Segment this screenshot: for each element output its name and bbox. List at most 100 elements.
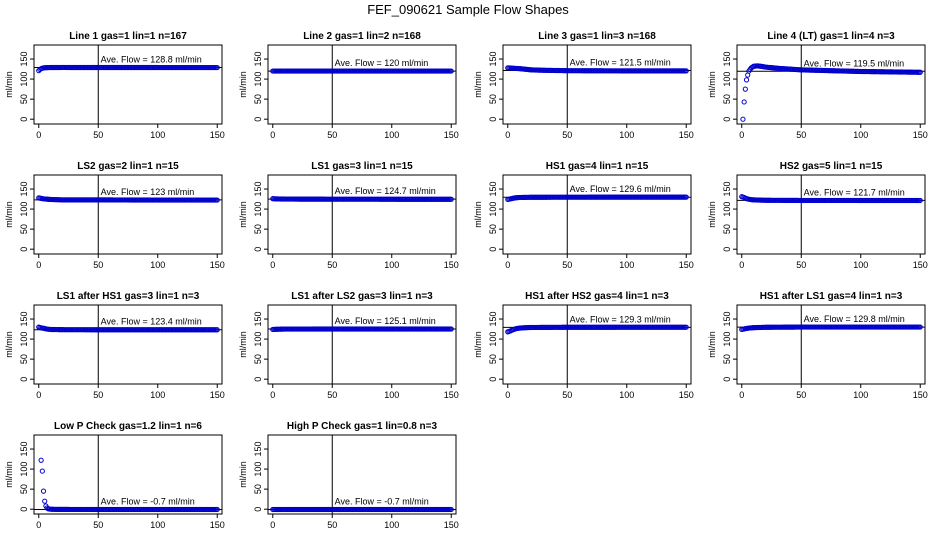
y-tick-label: 0 [488, 247, 498, 252]
panel-5: LS2 gas=2 lin=1 n=15 0 50 100 150 ml/min 0 50 10… [4, 161, 225, 270]
y-tick-label: 100 [19, 462, 29, 477]
x-tick-label: 0 [36, 520, 41, 530]
plot-frame [33, 434, 223, 515]
x-tick-label: 150 [913, 260, 928, 270]
plot-frame [502, 174, 692, 255]
y-axis-label: ml/min [707, 201, 717, 228]
x-tick-label: 0 [270, 260, 275, 270]
y-axis-label: ml/min [238, 461, 248, 488]
y-tick-label: 50 [722, 354, 732, 364]
y-tick-label: 100 [19, 332, 29, 347]
y-tick-label: 100 [488, 72, 498, 87]
x-tick-label: 0 [739, 390, 744, 400]
y-tick-label: 50 [253, 354, 263, 364]
y-tick-label: 50 [488, 354, 498, 364]
panel-4: Line 4 (LT) gas=1 lin=4 n=3 0 50 100 150 ml/m… [707, 31, 928, 140]
data-point [917, 69, 923, 75]
y-tick-label: 150 [488, 312, 498, 327]
plot-frame [502, 304, 692, 385]
mean-annotation: Ave. Flow = 119.5 ml/min [804, 58, 904, 68]
mean-annotation: Ave. Flow = 120 ml/min [335, 58, 429, 68]
y-tick-label: 150 [488, 182, 498, 197]
plot-frame [267, 434, 457, 515]
x-tick-label: 100 [619, 130, 634, 140]
mean-annotation: Ave. Flow = -0.7 ml/min [101, 496, 195, 506]
panel-title: HS1 after HS2 gas=4 lin=1 n=3 [525, 291, 669, 302]
plot-frame [502, 44, 692, 125]
mean-annotation: Ave. Flow = 121.5 ml/min [570, 57, 671, 67]
y-tick-label: 100 [722, 72, 732, 87]
plot-frame [736, 44, 926, 125]
mean-annotation: Ave. Flow = 125.1 ml/min [335, 316, 436, 326]
x-tick-label: 50 [796, 390, 806, 400]
y-tick-label: 100 [253, 332, 263, 347]
x-tick-label: 50 [796, 130, 806, 140]
panel-6: LS1 gas=3 lin=1 n=15 0 50 100 150 ml/min 0 50 10… [238, 161, 459, 270]
y-tick-label: 0 [722, 117, 732, 122]
y-tick-label: 0 [19, 247, 29, 252]
x-tick-label: 100 [619, 260, 634, 270]
x-tick-label: 50 [327, 130, 337, 140]
y-axis-label: ml/min [4, 461, 14, 488]
x-tick-label: 150 [913, 390, 928, 400]
panel-title: HS1 after LS1 gas=4 lin=1 n=3 [760, 291, 903, 302]
y-tick-label: 100 [488, 202, 498, 217]
y-tick-label: 0 [253, 247, 263, 252]
panel-title: Line 2 gas=1 lin=2 n=168 [303, 31, 421, 42]
data-point [740, 116, 746, 122]
x-tick-label: 150 [679, 130, 694, 140]
y-tick-label: 150 [253, 312, 263, 327]
x-tick-label: 150 [444, 390, 459, 400]
plot-frame [33, 304, 223, 385]
y-tick-label: 100 [253, 72, 263, 87]
x-tick-label: 50 [562, 130, 572, 140]
x-tick-label: 0 [505, 390, 510, 400]
x-tick-label: 0 [270, 130, 275, 140]
y-axis-label: ml/min [238, 71, 248, 98]
data-point [214, 506, 220, 513]
mean-annotation: Ave. Flow = 128.8 ml/min [101, 55, 202, 65]
data-point [448, 196, 454, 202]
panel-13: Low P Check gas=1.2 lin=1 n=6 0 50 100 150 ml… [4, 421, 225, 530]
y-axis-label: ml/min [4, 71, 14, 98]
x-tick-label: 150 [913, 130, 928, 140]
x-tick-label: 0 [739, 260, 744, 270]
data-point [683, 324, 689, 330]
x-tick-label: 50 [562, 260, 572, 270]
data-point [38, 457, 44, 463]
plot-frame [33, 174, 223, 255]
panel-title: Line 1 gas=1 lin=1 n=167 [69, 31, 187, 42]
data-point [683, 68, 689, 74]
y-axis-label: ml/min [473, 201, 483, 228]
y-axis-label: ml/min [4, 201, 14, 228]
x-tick-label: 100 [150, 390, 165, 400]
x-tick-label: 150 [210, 130, 225, 140]
mean-annotation: Ave. Flow = 129.3 ml/min [570, 314, 671, 324]
x-tick-label: 100 [853, 390, 868, 400]
panel-title: Line 3 gas=1 lin=3 n=168 [538, 31, 656, 42]
x-tick-label: 150 [679, 390, 694, 400]
x-tick-label: 100 [619, 390, 634, 400]
y-tick-label: 150 [722, 312, 732, 327]
y-tick-label: 50 [488, 94, 498, 104]
x-tick-label: 0 [36, 260, 41, 270]
y-tick-label: 0 [19, 507, 29, 512]
data-point [743, 77, 750, 83]
y-tick-label: 150 [19, 52, 29, 67]
panel-12: HS1 after LS1 gas=4 lin=1 n=3 0 50 100 150 ml… [707, 291, 928, 400]
x-tick-label: 100 [150, 130, 165, 140]
y-tick-label: 150 [19, 182, 29, 197]
plot-frame [736, 174, 926, 255]
x-tick-label: 150 [444, 520, 459, 530]
x-tick-label: 150 [444, 130, 459, 140]
panel-14: High P Check gas=1 lin=0.8 n=3 0 50 100 150 m… [238, 421, 459, 530]
y-tick-label: 150 [253, 52, 263, 67]
y-axis-label: ml/min [238, 201, 248, 228]
panel-title: HS2 gas=5 lin=1 n=15 [780, 161, 883, 172]
panel-3: Line 3 gas=1 lin=3 n=168 0 50 100 150 ml/min 0… [473, 31, 694, 140]
y-tick-label: 50 [19, 94, 29, 104]
mean-annotation: Ave. Flow = -0.7 ml/min [335, 496, 429, 506]
y-tick-label: 150 [253, 182, 263, 197]
y-tick-label: 0 [488, 117, 498, 122]
